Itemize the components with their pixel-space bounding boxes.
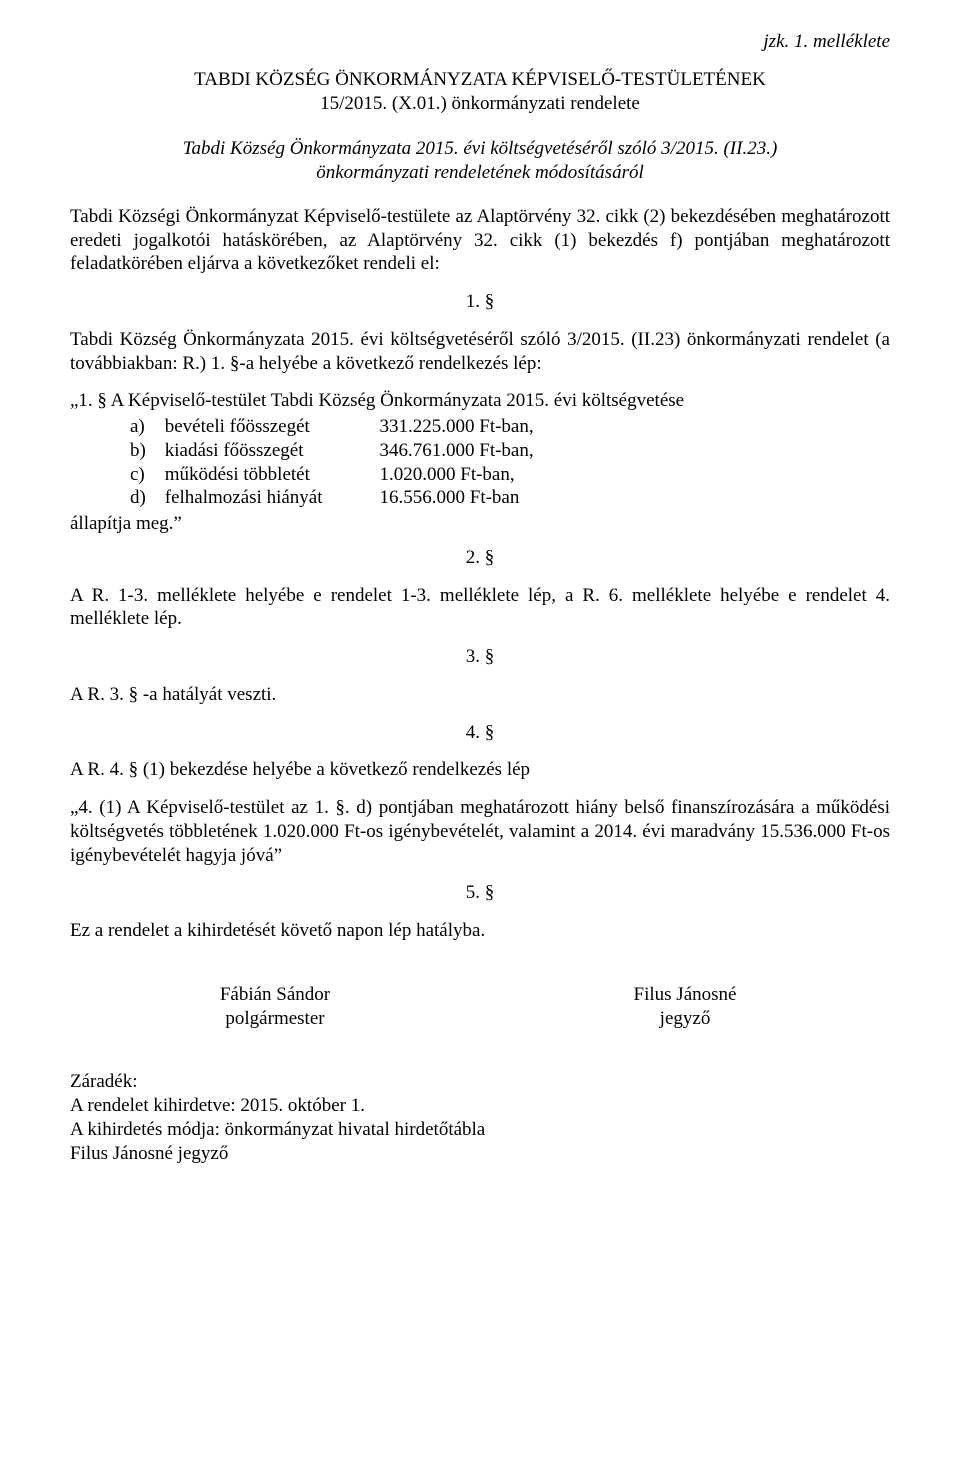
budget-list: a) bevételi főösszegét 331.225.000 Ft-ba… (130, 415, 890, 510)
section-3-number: 3. § (70, 645, 890, 669)
section-5-number: 5. § (70, 881, 890, 905)
subject-line-2: önkormányzati rendeletének módosításáról (70, 161, 890, 185)
signature-row: Fábián Sándor polgármester Filus Jánosné… (70, 983, 890, 1031)
signature-left: Fábián Sándor polgármester (70, 983, 480, 1031)
list-item: d) felhalmozási hiányát 16.556.000 Ft-ba… (130, 486, 890, 510)
signature-right: Filus Jánosné jegyző (480, 983, 890, 1031)
section-4-number: 4. § (70, 721, 890, 745)
section-4-intro: A R. 4. § (1) bekezdése helyébe a követk… (70, 758, 890, 782)
signatory-title: polgármester (70, 1007, 480, 1031)
list-item-value: 346.761.000 Ft-ban, (380, 439, 534, 463)
list-item-label: c) (130, 463, 160, 487)
section-2-number: 2. § (70, 546, 890, 570)
section-1-quote-intro: „1. § A Képviselő-testület Tabdi Község … (70, 389, 890, 413)
list-item-text: bevételi főösszegét (165, 415, 375, 439)
subject-line-1: Tabdi Község Önkormányzata 2015. évi köl… (70, 137, 890, 161)
list-item-text: felhalmozási hiányát (165, 486, 375, 510)
title-line-1: TABDI KÖZSÉG ÖNKORMÁNYZATA KÉPVISELŐ-TES… (70, 68, 890, 92)
list-item: c) működési többletét 1.020.000 Ft-ban, (130, 463, 890, 487)
subject-block: Tabdi Község Önkormányzata 2015. évi köl… (70, 137, 890, 185)
list-item-label: b) (130, 439, 160, 463)
section-2-paragraph: A R. 1-3. melléklete helyébe e rendelet … (70, 584, 890, 632)
list-item-text: működési többletét (165, 463, 375, 487)
section-5-paragraph: Ez a rendelet a kihirdetését követő napo… (70, 919, 890, 943)
title-block: TABDI KÖZSÉG ÖNKORMÁNYZATA KÉPVISELŐ-TES… (70, 68, 890, 116)
signatory-name: Filus Jánosné (480, 983, 890, 1007)
list-item-label: d) (130, 486, 160, 510)
clause-block: Záradék: A rendelet kihirdetve: 2015. ok… (70, 1070, 890, 1165)
section-3-paragraph: A R. 3. § -a hatályát veszti. (70, 683, 890, 707)
list-item-value: 1.020.000 Ft-ban, (380, 463, 515, 487)
clause-line: A rendelet kihirdetve: 2015. október 1. (70, 1094, 890, 1118)
list-item-text: kiadási főösszegét (165, 439, 375, 463)
annex-tag: jzk. 1. melléklete (70, 30, 890, 54)
list-item: a) bevételi főösszegét 331.225.000 Ft-ba… (130, 415, 890, 439)
list-item-value: 331.225.000 Ft-ban, (380, 415, 534, 439)
list-item-value: 16.556.000 Ft-ban (380, 486, 520, 510)
clause-line: A kihirdetés módja: önkormányzat hivatal… (70, 1118, 890, 1142)
section-1-closing: állapítja meg.” (70, 512, 890, 536)
section-1-paragraph: Tabdi Község Önkormányzata 2015. évi köl… (70, 328, 890, 376)
clause-line: Filus Jánosné jegyző (70, 1142, 890, 1166)
preamble-paragraph: Tabdi Községi Önkormányzat Képviselő-tes… (70, 205, 890, 276)
signatory-title: jegyző (480, 1007, 890, 1031)
section-4-quote: „4. (1) A Képviselő-testület az 1. §. d)… (70, 796, 890, 867)
clause-line: Záradék: (70, 1070, 890, 1094)
list-item-label: a) (130, 415, 160, 439)
document-page: jzk. 1. melléklete TABDI KÖZSÉG ÖNKORMÁN… (0, 0, 960, 1481)
section-1-number: 1. § (70, 290, 890, 314)
title-line-2: 15/2015. (X.01.) önkormányzati rendelete (70, 92, 890, 116)
list-item: b) kiadási főösszegét 346.761.000 Ft-ban… (130, 439, 890, 463)
signatory-name: Fábián Sándor (70, 983, 480, 1007)
